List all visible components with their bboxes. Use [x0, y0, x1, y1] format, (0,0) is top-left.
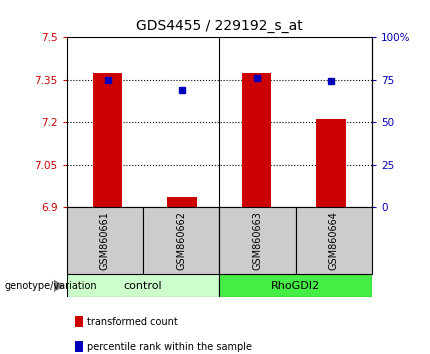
Text: GSM860662: GSM860662 — [176, 211, 186, 270]
Text: control: control — [124, 281, 162, 291]
Bar — [296, 207, 372, 274]
Bar — [143, 207, 219, 274]
Text: GSM860661: GSM860661 — [100, 211, 110, 270]
Bar — [167, 197, 197, 207]
Text: RhoGDI2: RhoGDI2 — [271, 281, 320, 291]
Bar — [219, 207, 296, 274]
Bar — [67, 274, 219, 297]
Polygon shape — [54, 280, 64, 292]
Text: percentile rank within the sample: percentile rank within the sample — [87, 342, 252, 352]
Bar — [316, 119, 346, 207]
Text: GSM860663: GSM860663 — [252, 211, 262, 270]
Text: transformed count: transformed count — [87, 317, 178, 327]
Bar — [242, 73, 271, 207]
Text: GSM860664: GSM860664 — [329, 211, 339, 270]
Bar — [67, 207, 143, 274]
Bar — [93, 73, 123, 207]
Title: GDS4455 / 229192_s_at: GDS4455 / 229192_s_at — [136, 19, 303, 33]
Text: genotype/variation: genotype/variation — [4, 281, 97, 291]
Bar — [219, 274, 372, 297]
